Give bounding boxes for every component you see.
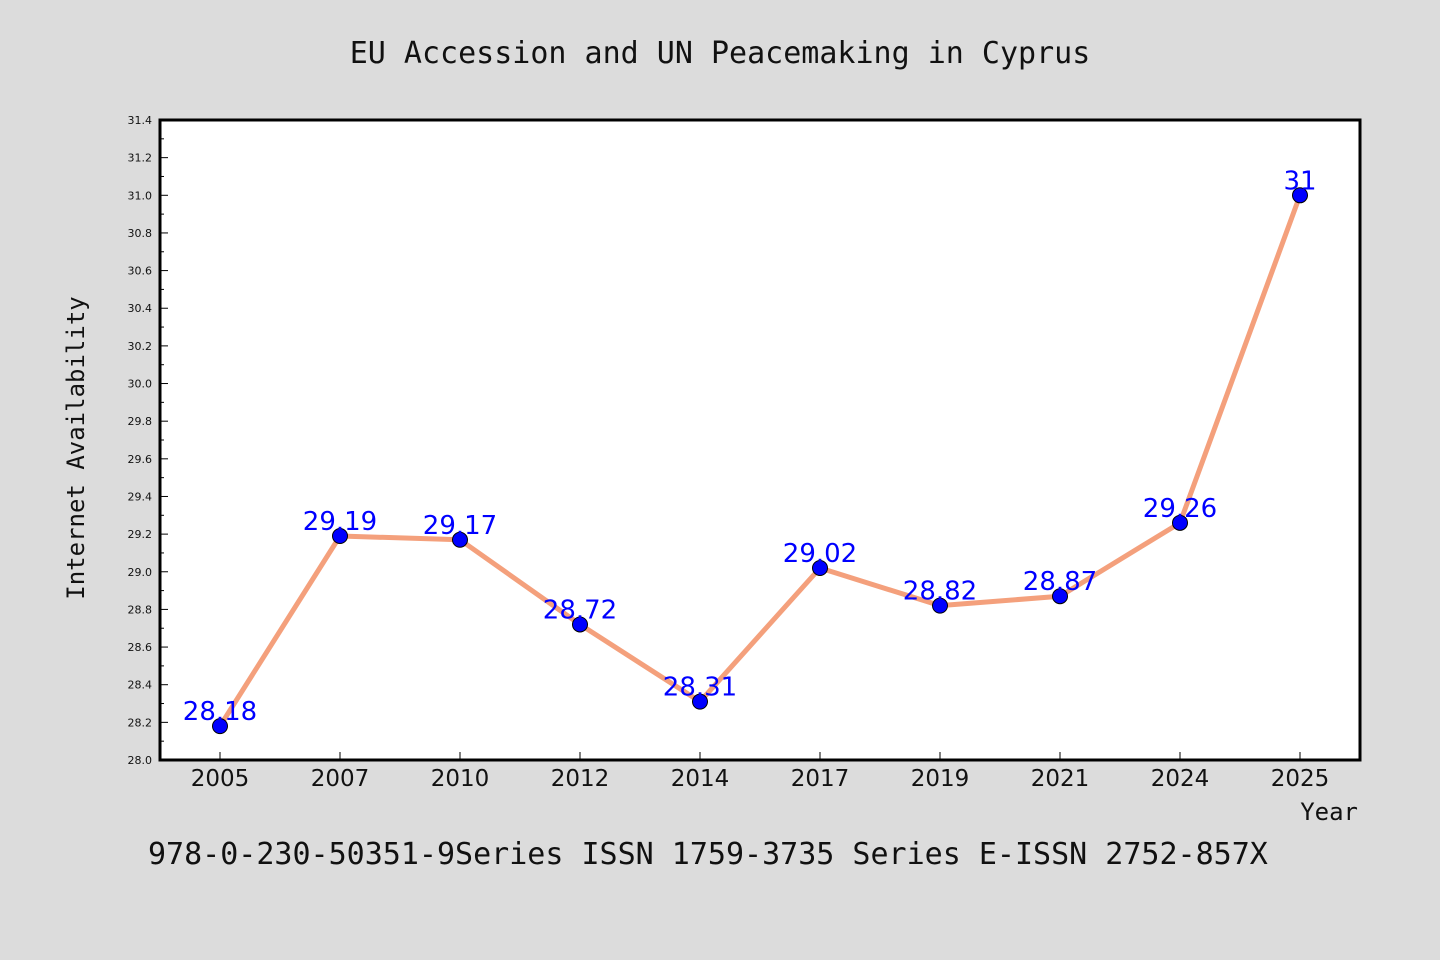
x-tick-label: 2025 (1271, 766, 1330, 792)
x-tick-label: 2017 (791, 766, 850, 792)
x-tick-label: 2010 (431, 766, 490, 792)
data-point (1052, 588, 1068, 605)
data-label: 28.87 (1023, 567, 1097, 597)
plot-area (158, 118, 1362, 762)
y-tick-label: 30.2 (128, 340, 153, 353)
y-tick-label: 30.6 (128, 265, 153, 278)
data-label: 28.31 (663, 673, 737, 703)
chart-title: EU Accession and UN Peacemaking in Cypru… (350, 36, 1091, 71)
data-label: 28.82 (903, 577, 977, 607)
y-tick-label: 29.0 (128, 566, 153, 579)
y-tick-label: 29.2 (128, 528, 153, 541)
data-label: 29.17 (423, 511, 497, 541)
y-tick-label: 28.8 (128, 603, 153, 616)
data-label: 28.72 (543, 595, 617, 625)
x-tick-label: 2005 (191, 766, 250, 792)
data-point (572, 616, 588, 633)
data-point (212, 718, 228, 735)
x-tick-label: 2012 (551, 766, 610, 792)
x-tick-label: 2007 (311, 766, 370, 792)
y-tick-label: 30.4 (128, 302, 153, 315)
data-label: 29.26 (1143, 494, 1217, 524)
data-point (452, 531, 468, 548)
footer-isbn-text: 978-0-230-50351-9Series ISSN 1759-3735 S… (148, 837, 1268, 872)
y-tick-label: 31.0 (128, 189, 153, 202)
x-tick-label: 2014 (671, 766, 730, 792)
series-line-group: 28.18 29.19 29.17 28.72 28.31 29.02 28.82 28.87… (183, 166, 1317, 735)
data-label: 29.02 (783, 539, 857, 569)
data-point (812, 560, 828, 576)
y-axis-label: Internet Availability (62, 296, 90, 599)
y-tick-label: 30.8 (128, 227, 153, 240)
y-tick-label: 28.6 (128, 641, 153, 654)
data-point (1292, 187, 1308, 204)
y-tick-label: 29.4 (128, 490, 153, 503)
x-tick-label: 2021 (1031, 766, 1090, 792)
y-tick-label: 29.6 (128, 453, 153, 466)
data-label: 28.18 (183, 697, 257, 727)
data-point (332, 528, 348, 544)
data-point (692, 693, 708, 710)
y-tick-label: 31.4 (128, 114, 153, 127)
x-axis: 2005 2007 2010 2012 2014 2017 2019 2021 2024 2025 (191, 752, 1330, 792)
x-tick-label: 2019 (911, 766, 970, 792)
y-tick-label: 28.2 (128, 716, 153, 729)
y-tick-label: 29.8 (128, 415, 153, 428)
x-tick-label: 2024 (1151, 766, 1210, 792)
x-axis-label: Year (1300, 798, 1358, 826)
data-point (932, 597, 948, 614)
y-tick-label: 31.2 (128, 152, 153, 165)
data-label: 29.19 (303, 507, 377, 537)
y-axis: 28.0 28.2 28.4 28.6 28.8 29.0 29.2 29.4 29.6 29.8… (128, 114, 168, 767)
y-tick-label: 28.0 (128, 754, 153, 767)
data-label: 31 (1283, 166, 1316, 196)
series-line (217, 194, 1303, 728)
y-tick-label: 28.4 (128, 679, 153, 692)
y-tick-label: 30.0 (128, 378, 153, 391)
data-point (1172, 514, 1188, 531)
